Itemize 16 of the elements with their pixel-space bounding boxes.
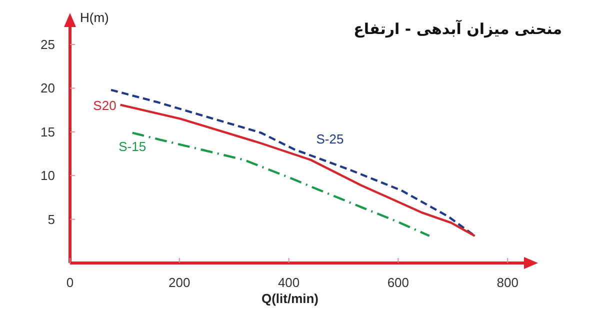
y-axis-title: H(m) bbox=[80, 10, 109, 25]
x-tick-label: 400 bbox=[278, 275, 300, 290]
x-tick-label: 200 bbox=[168, 275, 190, 290]
x-tick-label: 800 bbox=[496, 275, 518, 290]
y-tick-label: 10 bbox=[40, 168, 55, 184]
series-label: S20 bbox=[93, 98, 116, 113]
y-tick-label: 15 bbox=[40, 124, 55, 140]
series-label: S-25 bbox=[316, 131, 344, 146]
series-label: S-15 bbox=[118, 138, 146, 154]
chart-title: منحنی میزان آبدهی - ارتفاع bbox=[354, 19, 562, 38]
x-axis-title: Q(lit/min) bbox=[261, 291, 319, 306]
y-tick-label: 5 bbox=[48, 212, 55, 227]
y-tick-label: 25 bbox=[40, 36, 55, 52]
x-tick-label: 0 bbox=[66, 275, 74, 290]
x-tick-label: 600 bbox=[387, 275, 410, 290]
y-tick-label: 20 bbox=[40, 80, 55, 96]
